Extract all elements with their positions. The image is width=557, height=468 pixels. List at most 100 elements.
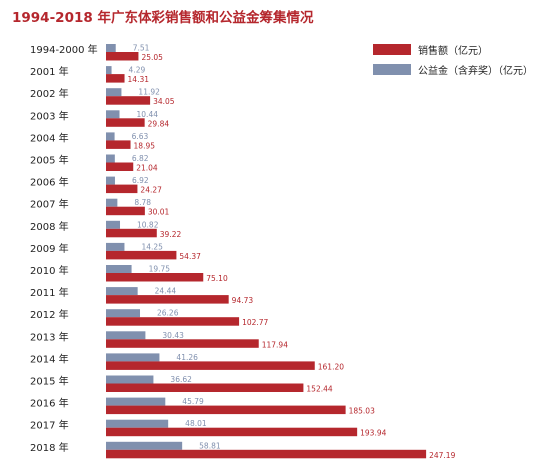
bar-public-welfare xyxy=(106,441,183,450)
bar-public-welfare xyxy=(106,176,115,185)
bar-sales xyxy=(106,405,346,415)
bar-sales xyxy=(106,273,204,282)
chart-title: 1994-2018 年广东体彩销售额和公益金筹集情况 xyxy=(12,10,314,26)
y-tick-label: 1994-2000 年 xyxy=(30,43,98,56)
data-label-public-welfare: 45.79 xyxy=(182,397,204,406)
y-tick-label: 2007 年 xyxy=(30,198,69,211)
y-tick-label: 2012 年 xyxy=(30,308,69,321)
y-tick-label: 2010 年 xyxy=(30,264,69,277)
bar-public-welfare xyxy=(106,287,138,296)
data-label-public-welfare: 58.81 xyxy=(199,441,221,450)
y-tick-label: 2008 年 xyxy=(30,220,69,233)
data-label-sales: 152.44 xyxy=(306,385,332,394)
data-label-public-welfare: 41.26 xyxy=(176,353,198,362)
data-label-sales: 75.10 xyxy=(206,274,228,283)
bar-public-welfare xyxy=(106,198,118,207)
y-tick-label: 2009 年 xyxy=(30,242,69,255)
data-label-sales: 24.27 xyxy=(140,186,162,195)
y-tick-label: 2016 年 xyxy=(30,397,69,410)
legend-swatch-sales xyxy=(373,44,411,55)
bar-public-welfare xyxy=(106,242,125,251)
bar-public-welfare xyxy=(106,154,115,163)
bar-sales xyxy=(106,140,131,149)
bar-sales xyxy=(106,339,259,348)
data-label-sales: 102.77 xyxy=(242,318,268,327)
bar-sales xyxy=(106,52,139,61)
data-label-sales: 54.37 xyxy=(179,252,201,261)
data-label-public-welfare: 48.01 xyxy=(185,419,207,428)
y-tick-label: 2014 年 xyxy=(30,352,69,365)
y-tick-label: 2015 年 xyxy=(30,375,69,388)
y-tick-label: 2005 年 xyxy=(30,154,69,167)
bar-public-welfare xyxy=(106,331,146,340)
bar-sales xyxy=(106,96,151,105)
data-label-sales: 14.31 xyxy=(128,75,150,84)
bar-sales xyxy=(106,184,138,194)
y-tick-label: 2017 年 xyxy=(30,419,69,432)
y-tick-label: 2013 年 xyxy=(30,330,69,343)
y-tick-label: 2002 年 xyxy=(30,87,69,100)
data-label-public-welfare: 8.78 xyxy=(134,198,151,207)
bar-public-welfare xyxy=(106,220,121,229)
data-label-public-welfare: 7.51 xyxy=(133,44,150,53)
data-label-sales: 30.01 xyxy=(148,208,170,217)
y-tick-label: 2004 年 xyxy=(30,131,69,144)
y-tick-label: 2011 年 xyxy=(30,286,69,299)
legend-swatch-public-welfare xyxy=(373,64,411,75)
bar-public-welfare xyxy=(106,88,122,97)
data-label-public-welfare: 14.25 xyxy=(141,242,163,251)
data-label-sales: 25.05 xyxy=(141,53,163,62)
bar-public-welfare xyxy=(106,397,166,406)
legend-label-sales: 销售额（亿元） xyxy=(418,44,488,57)
bar-sales xyxy=(106,74,125,83)
data-label-public-welfare: 10.82 xyxy=(137,220,159,229)
bar-sales xyxy=(106,206,145,216)
data-label-public-welfare: 11.92 xyxy=(138,88,160,97)
data-label-public-welfare: 6.82 xyxy=(132,154,149,163)
data-label-public-welfare: 6.92 xyxy=(132,176,149,185)
data-label-sales: 39.22 xyxy=(160,230,182,239)
bar-sales xyxy=(106,361,315,370)
bar-public-welfare xyxy=(106,110,120,119)
bar-public-welfare xyxy=(106,265,132,273)
y-tick-label: 2003 年 xyxy=(30,109,69,122)
data-label-sales: 29.84 xyxy=(148,119,170,128)
data-label-sales: 185.03 xyxy=(349,407,375,416)
bar-public-welfare xyxy=(106,66,112,75)
y-tick-label: 2001 年 xyxy=(30,65,69,78)
data-label-public-welfare: 30.43 xyxy=(162,331,184,340)
bar-sales xyxy=(106,427,358,437)
bar-public-welfare xyxy=(106,132,115,141)
data-label-sales: 161.20 xyxy=(318,362,344,371)
data-label-sales: 247.19 xyxy=(429,451,455,460)
bar-public-welfare xyxy=(106,375,154,384)
bar-sales xyxy=(106,250,177,260)
data-label-public-welfare: 6.63 xyxy=(132,132,149,141)
bar-sales xyxy=(106,162,134,171)
data-label-public-welfare: 4.29 xyxy=(129,66,146,75)
data-label-sales: 94.73 xyxy=(232,296,254,305)
data-label-sales: 117.94 xyxy=(262,340,288,349)
y-tick-label: 2006 年 xyxy=(30,176,69,189)
bar-sales xyxy=(106,449,427,459)
data-label-public-welfare: 36.62 xyxy=(170,375,192,384)
data-label-sales: 18.95 xyxy=(134,141,156,150)
bar-sales xyxy=(106,295,229,304)
data-label-public-welfare: 24.44 xyxy=(155,287,177,296)
data-label-public-welfare: 10.44 xyxy=(137,110,159,119)
data-label-public-welfare: 26.26 xyxy=(157,309,179,318)
bar-public-welfare xyxy=(106,353,160,362)
bar-public-welfare xyxy=(106,309,141,318)
data-label-sales: 34.05 xyxy=(153,97,175,106)
bar-sales xyxy=(106,317,240,326)
legend-label-public-welfare: 公益金（含弃奖）（亿元） xyxy=(418,64,533,77)
data-label-sales: 21.04 xyxy=(136,164,158,173)
data-label-public-welfare: 19.75 xyxy=(149,265,171,274)
bar-sales xyxy=(106,383,304,392)
data-label-sales: 193.94 xyxy=(360,429,386,438)
bar-sales xyxy=(106,118,145,127)
bar-sales xyxy=(106,228,157,238)
y-tick-label: 2018 年 xyxy=(30,441,69,454)
bar-public-welfare xyxy=(106,44,116,52)
